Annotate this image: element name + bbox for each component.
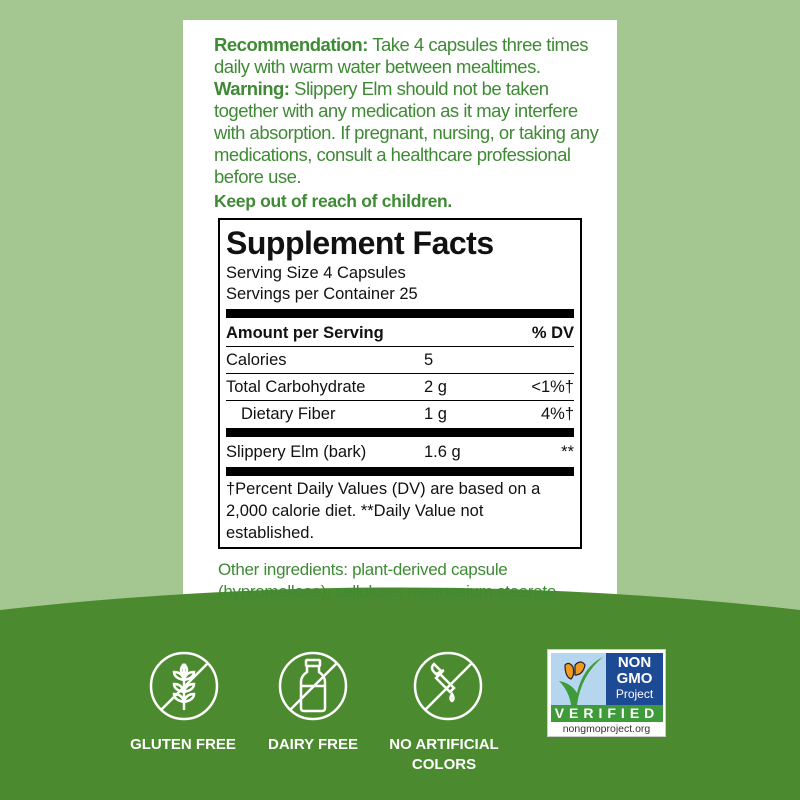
facts-title: Supplement Facts — [226, 225, 494, 261]
nutrient-name: Dietary Fiber — [241, 405, 336, 423]
servings-per-container: Servings per Container 25 — [226, 285, 418, 303]
ngmo-non: NON — [617, 654, 652, 671]
other-ingredients: Other ingredients: plant-derived capsule… — [218, 560, 556, 601]
nutrient-dv: <1%† — [531, 378, 574, 396]
badge-label-dairy-free: DAIRY FREE — [267, 736, 358, 753]
header-amount: Amount per Serving — [226, 324, 384, 342]
divider — [226, 400, 574, 401]
badge-label-no-artificial-colors: NO ARTIFICIAL COLORS — [389, 736, 499, 773]
supplement-facts-panel: Supplement Facts Serving Size 4 Capsules… — [218, 218, 582, 549]
recommendation-label: Recommendation: — [214, 34, 368, 55]
ngmo-project: Project — [615, 687, 654, 701]
keep-out-warning: Keep out of reach of children. — [214, 191, 452, 211]
nutrient-dv: 4%† — [540, 405, 574, 423]
warning-label: Warning: — [214, 78, 290, 99]
directions-text: Recommendation: Take 4 capsules three ti… — [214, 34, 606, 188]
no-dropper-icon — [413, 651, 483, 721]
label-content: Recommendation: Take 4 capsules three ti… — [214, 34, 606, 603]
nutrient-name: Total Carbohydrate — [226, 378, 366, 396]
header-dv: % DV — [531, 324, 574, 342]
nutrient-amount: 2 g — [424, 378, 447, 396]
divider — [226, 467, 574, 476]
butterfly-icon — [551, 653, 606, 705]
warning-text: Slippery Elm should not be taken togethe… — [214, 78, 599, 187]
ngmo-gmo: GMO — [616, 670, 653, 687]
nutrient-dv: ** — [561, 443, 574, 461]
nutrient-amount: 1.6 g — [424, 443, 461, 461]
divider — [226, 428, 574, 437]
divider — [226, 373, 574, 374]
divider — [226, 309, 574, 318]
serving-size: Serving Size 4 Capsules — [226, 264, 406, 282]
badge-label-gluten-free: GLUTEN FREE — [130, 736, 236, 753]
footnote: †Percent Daily Values (DV) are based on … — [226, 480, 541, 542]
nutrient-amount: 5 — [424, 351, 434, 369]
ngmo-verified: VERIFIED — [551, 705, 663, 722]
nutrient-name: Calories — [226, 351, 287, 369]
green-wave-background — [0, 587, 800, 800]
recommendation-text: Take 4 capsules three times daily with w… — [214, 34, 589, 77]
non-gmo-project-logo: NON GMO Project VERIFIED nongmoproject.o… — [547, 649, 666, 737]
ngmo-url: nongmoproject.org — [562, 723, 651, 735]
nutrient-amount: 1 g — [424, 405, 447, 423]
nutrient-name: Slippery Elm (bark) — [226, 443, 367, 461]
divider — [226, 346, 574, 347]
no-wheat-icon — [149, 651, 219, 721]
no-milk-bottle-icon — [278, 651, 348, 721]
